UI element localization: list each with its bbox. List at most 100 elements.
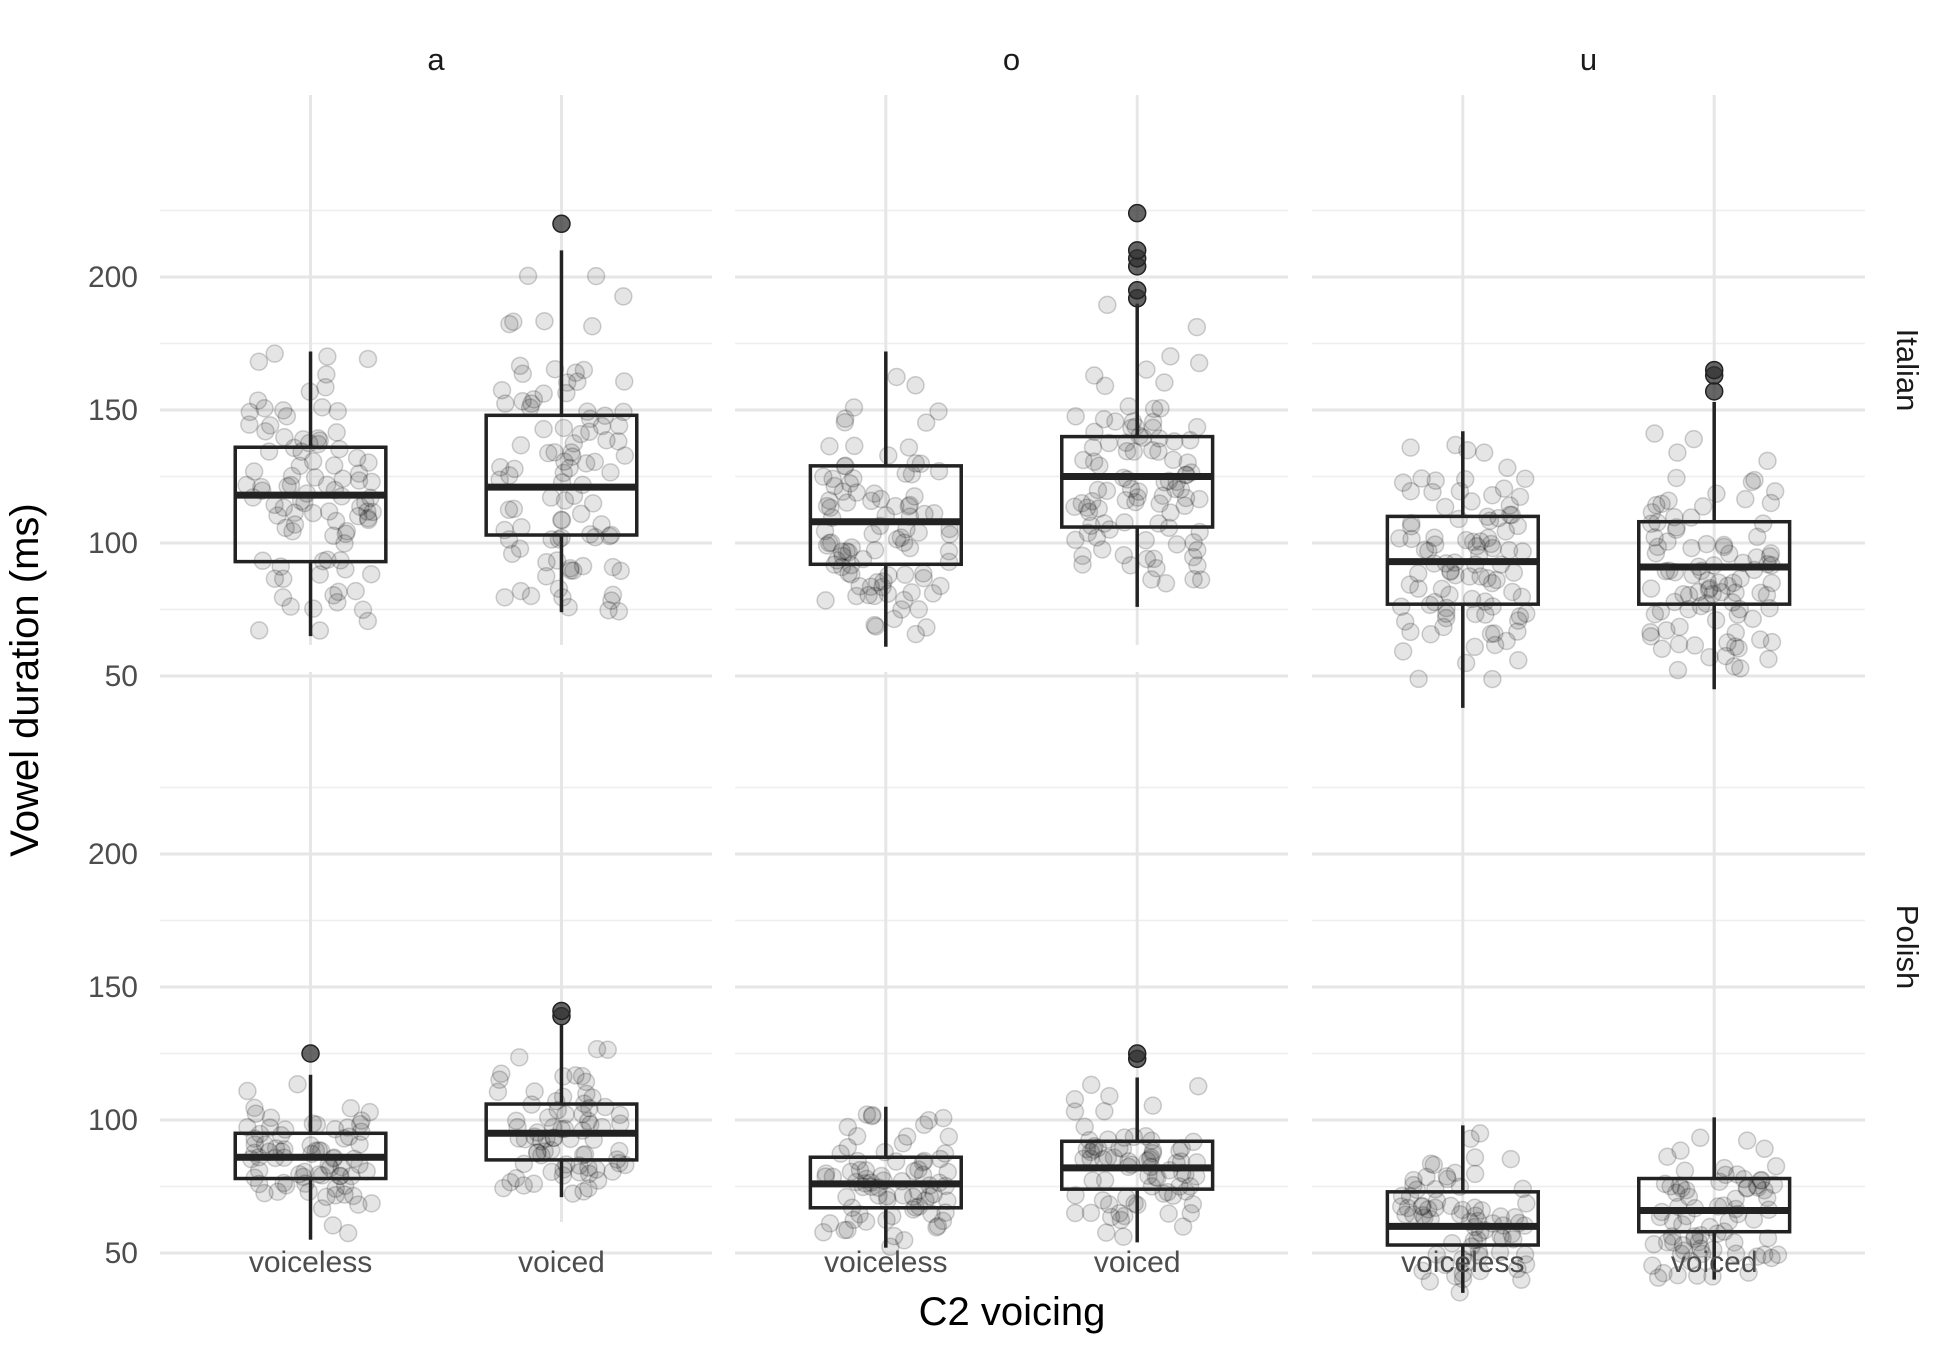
jitter-point	[1098, 295, 1117, 315]
jitter-point	[1151, 399, 1170, 418]
jitter-point	[894, 590, 914, 610]
jitter-point	[561, 559, 580, 578]
jitter-point	[1073, 546, 1092, 566]
jitter-point	[1413, 1261, 1432, 1281]
jitter-point	[1481, 534, 1501, 554]
jitter-point	[1153, 486, 1173, 505]
jitter-point	[1644, 1234, 1664, 1254]
jitter-point	[240, 402, 260, 422]
jitter-point	[1657, 1232, 1677, 1252]
jitter-point	[840, 474, 860, 493]
jitter-point	[1183, 547, 1203, 567]
jitter-point	[609, 602, 629, 621]
jitter-point	[1401, 622, 1420, 642]
jitter-point	[274, 401, 293, 420]
jitter-point	[844, 1210, 863, 1230]
jitter-point	[1117, 433, 1136, 452]
outlier-point	[1704, 360, 1724, 380]
jitter-point	[1147, 558, 1166, 578]
jitter-point	[610, 1105, 630, 1125]
jitter-point	[555, 452, 574, 471]
jitter-point	[877, 1186, 897, 1206]
jitter-point	[1681, 1251, 1700, 1271]
jitter-point	[1484, 624, 1504, 643]
jitter-point	[282, 466, 302, 486]
jitter-point	[1491, 1207, 1510, 1226]
jitter-point	[1407, 1180, 1427, 1199]
jitter-point	[1757, 1188, 1777, 1208]
jitter-point	[1743, 609, 1762, 629]
jitter-point	[915, 1151, 934, 1171]
jitter-point	[324, 586, 343, 605]
jitter-point	[265, 495, 284, 515]
jitter-point	[1762, 573, 1781, 593]
jitter-point	[592, 416, 612, 436]
jitter-point	[554, 1067, 573, 1086]
jitter-point	[255, 399, 274, 418]
jitter-point	[1674, 1241, 1694, 1261]
jitter-point	[1652, 494, 1671, 514]
jitter-point	[240, 415, 259, 434]
jitter-point	[844, 469, 863, 488]
jitter-point	[358, 502, 377, 521]
jitter-point	[1461, 1129, 1480, 1149]
jitter-point	[1667, 468, 1686, 488]
jitter-point	[1073, 555, 1092, 574]
jitter-point	[336, 524, 356, 544]
jitter-point	[1510, 607, 1530, 626]
jitter-point	[492, 1064, 511, 1083]
jitter-point	[837, 493, 857, 512]
jitter-point	[871, 489, 891, 509]
box-iqr	[484, 413, 639, 537]
jitter-point	[1652, 639, 1672, 659]
jitter-point	[545, 359, 565, 379]
jitter-point	[552, 510, 571, 530]
jitter-point	[303, 452, 323, 471]
jitter-point	[602, 591, 621, 610]
jitter-point	[1401, 481, 1421, 501]
jitter-point	[1724, 573, 1743, 593]
jitter-point	[573, 556, 593, 576]
jitter-point	[1095, 376, 1115, 396]
jitter-point	[317, 1187, 336, 1207]
jitter-point	[597, 431, 616, 450]
jitter-point	[1075, 1117, 1094, 1137]
jitter-point	[831, 1144, 850, 1163]
jitter-point	[1496, 522, 1516, 541]
jitter-point	[572, 1066, 592, 1086]
jitter-point	[335, 534, 354, 553]
jitter-point	[1646, 544, 1666, 563]
jitter-point	[1751, 1171, 1771, 1190]
jitter-point	[1643, 1256, 1662, 1275]
labels-layer: 50 100 150 200 Italian 50 100 150 200 Polish a voic…	[88, 42, 1925, 1279]
jitter-point	[1682, 538, 1701, 558]
jitter-point	[614, 372, 634, 391]
jitter-points-layer	[237, 266, 1788, 1302]
jitter-point	[1181, 1204, 1201, 1223]
jitter-point	[835, 409, 855, 428]
jitter-point	[326, 511, 346, 531]
jitter-point	[935, 1144, 955, 1163]
jitter-point	[491, 458, 510, 477]
jitter-point	[1126, 492, 1145, 512]
jitter-point	[344, 1186, 363, 1206]
jitter-point	[349, 471, 369, 490]
jitter-point	[1685, 636, 1705, 655]
jitter-point	[1167, 535, 1187, 554]
jitter-point	[1137, 360, 1156, 379]
jitter-point	[1161, 347, 1180, 366]
jitter-point	[902, 465, 922, 484]
jitter-point	[1084, 452, 1104, 471]
jitter-point	[845, 436, 864, 456]
jitter-point	[246, 1104, 266, 1123]
jitter-point	[346, 581, 365, 601]
jitter-point	[1149, 442, 1168, 461]
jitter-point	[1081, 1203, 1101, 1223]
jitter-point	[1508, 611, 1528, 630]
jitter-point	[1453, 1200, 1472, 1220]
jitter-point	[1709, 573, 1729, 593]
jitter-point	[909, 1160, 928, 1179]
jitter-point	[1768, 1245, 1788, 1265]
jitter-point	[939, 542, 959, 561]
jitter-point	[1736, 489, 1755, 509]
